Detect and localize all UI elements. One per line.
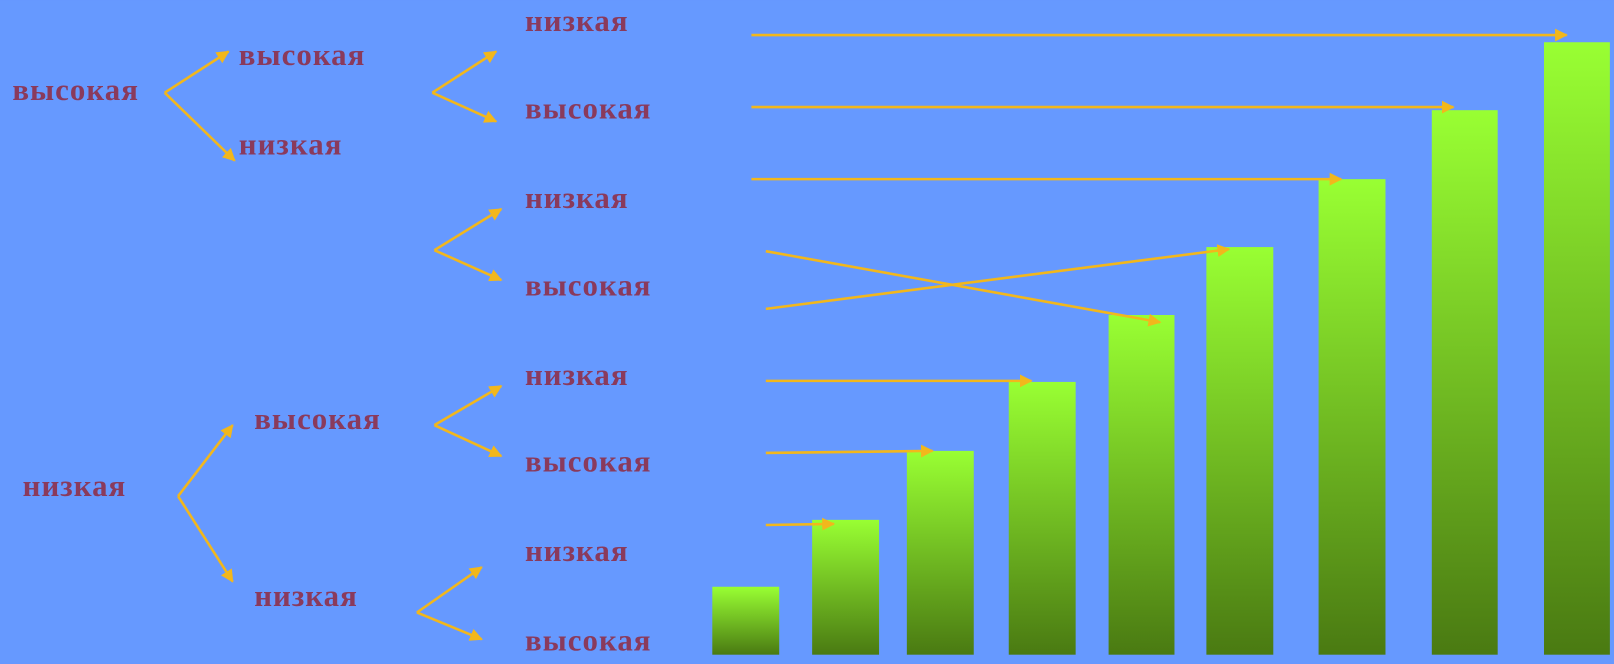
bar xyxy=(1206,247,1274,655)
arrows xyxy=(163,28,1568,641)
label: низкая xyxy=(23,468,127,503)
arrow xyxy=(416,611,483,641)
label: высокая xyxy=(239,37,366,72)
label: высокая xyxy=(12,72,139,107)
label: высокая xyxy=(525,622,652,657)
arrow xyxy=(433,384,503,427)
arrow xyxy=(765,444,934,458)
arrow xyxy=(416,566,483,614)
label: высокая xyxy=(525,267,652,302)
label: низкая xyxy=(254,578,358,613)
bar xyxy=(1544,42,1610,655)
bars xyxy=(712,42,1610,655)
label: низкая xyxy=(525,180,629,215)
label: высокая xyxy=(525,443,652,478)
labels: высокая низкая высокая низкая высокая ни… xyxy=(12,3,652,658)
arrow xyxy=(433,207,503,252)
label: низкая xyxy=(525,533,629,568)
arrow xyxy=(765,517,836,531)
arrow xyxy=(765,244,1231,311)
arrow xyxy=(431,50,498,94)
arrow xyxy=(765,249,1162,327)
arrow xyxy=(176,495,234,583)
arrow xyxy=(433,248,503,282)
bar xyxy=(1108,315,1175,655)
label: низкая xyxy=(525,3,629,38)
bar xyxy=(906,450,974,655)
arrow xyxy=(163,91,236,162)
label: высокая xyxy=(525,90,652,125)
arrow xyxy=(433,423,503,458)
arrow xyxy=(177,424,234,497)
bar xyxy=(1318,179,1386,655)
arrow xyxy=(163,50,230,94)
label: низкая xyxy=(239,126,343,161)
bar xyxy=(712,586,780,655)
label: низкая xyxy=(525,357,629,392)
bar xyxy=(1008,381,1076,655)
bar xyxy=(1431,110,1498,655)
label: высокая xyxy=(254,401,381,436)
bar xyxy=(812,519,880,655)
arrow xyxy=(431,91,498,123)
